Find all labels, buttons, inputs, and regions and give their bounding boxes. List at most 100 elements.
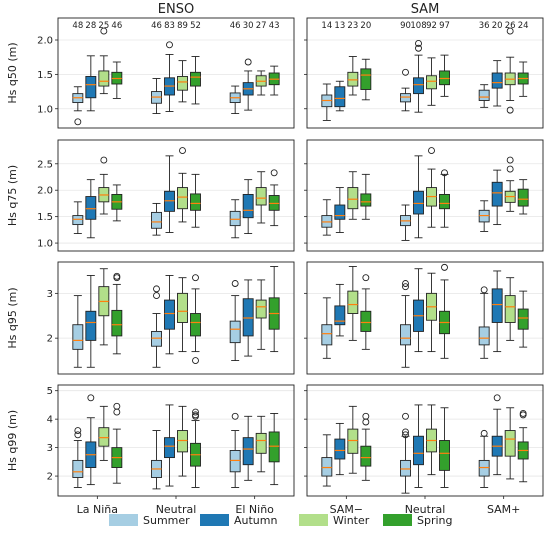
outlier-point xyxy=(74,118,82,126)
panels: Hs q50 (m)48 28 25 46 46 83 89 52 46 30 27 431.01.5… xyxy=(6,17,544,516)
y-tick-label: 3 xyxy=(47,443,53,454)
box-spring xyxy=(190,274,201,365)
box-body xyxy=(242,298,254,337)
box-body xyxy=(439,70,450,86)
box-body xyxy=(517,188,529,207)
box-spring xyxy=(439,407,450,488)
count-label: 30 xyxy=(243,21,254,31)
outlier-point xyxy=(113,402,121,410)
box-winter xyxy=(504,156,516,212)
box-summer xyxy=(321,199,333,236)
panel-title-sam: SAM xyxy=(411,2,440,17)
outlier-point xyxy=(231,280,239,287)
legend-swatch xyxy=(200,514,229,526)
y-tick-label: 2.0 xyxy=(37,186,53,197)
box-body xyxy=(400,459,411,477)
box-autumn xyxy=(413,39,424,113)
box-summer xyxy=(72,86,84,126)
legend-label: Autumn xyxy=(234,514,277,527)
outlier-point xyxy=(480,429,488,437)
outlier-point xyxy=(166,41,173,49)
box-summer xyxy=(151,430,162,490)
box-spring xyxy=(111,61,123,99)
box-body xyxy=(334,204,346,220)
panel-title-enso: ENSO xyxy=(158,2,194,17)
legend-item-spring: Spring xyxy=(383,514,453,527)
box-winter xyxy=(255,171,267,224)
box-body xyxy=(255,299,267,319)
box-body xyxy=(177,75,188,91)
box-winter xyxy=(504,407,516,480)
box-spring xyxy=(190,56,201,105)
box-body xyxy=(478,89,490,101)
outlier-point xyxy=(428,147,435,155)
box-body xyxy=(190,193,201,211)
box-winter xyxy=(255,279,267,350)
box-body xyxy=(491,288,503,323)
count-label: 23 xyxy=(347,21,358,31)
count-label: 46 xyxy=(151,21,162,31)
box-winter xyxy=(98,268,110,346)
box-winter xyxy=(177,277,188,353)
panel-sam-row-1: 14 13 23 20 90 108 92 97 36 20 26 24 xyxy=(304,17,544,129)
box-spring xyxy=(360,173,372,220)
outlier-point xyxy=(519,410,527,417)
box-body xyxy=(413,435,424,466)
box-autumn xyxy=(491,270,503,353)
box-summer xyxy=(321,83,333,121)
box-summer xyxy=(400,204,411,241)
outlier-point xyxy=(153,285,160,293)
count-label: 28 xyxy=(85,21,96,31)
box-summer xyxy=(478,200,490,232)
panel-titles: ENSO SAM xyxy=(158,2,440,17)
box-body xyxy=(360,445,372,467)
box-autumn xyxy=(164,155,175,233)
box-body xyxy=(504,430,516,457)
outlier-point xyxy=(362,412,370,420)
box-body xyxy=(242,437,254,466)
box-summer xyxy=(151,285,162,368)
outlier-point xyxy=(74,427,82,434)
count-label: 89 xyxy=(177,21,188,31)
outlier-point xyxy=(113,408,121,416)
box-body xyxy=(517,308,529,330)
outlier-point xyxy=(270,169,278,177)
box-summer xyxy=(151,202,162,236)
box-summer xyxy=(400,280,411,368)
box-body xyxy=(85,310,97,341)
panel-enso-row-4: La Niña Neutral El Niño 2 3 4 5 xyxy=(47,384,295,516)
y-tick-label: 4 xyxy=(47,415,53,426)
box-winter xyxy=(255,70,267,96)
x-tick-label: SAM− xyxy=(330,503,363,516)
count-label: 52 xyxy=(190,21,201,31)
box-winter xyxy=(347,405,359,474)
box-body xyxy=(321,324,333,346)
box-autumn xyxy=(242,58,254,111)
outlier-point xyxy=(480,286,488,294)
outlier-point xyxy=(244,58,252,66)
count-label: 92 xyxy=(426,21,437,31)
box-body xyxy=(360,310,372,332)
box-summer xyxy=(72,201,84,235)
box-body xyxy=(229,210,241,227)
panel-frame xyxy=(57,261,295,375)
outlier-point xyxy=(506,106,514,114)
box-spring xyxy=(268,65,280,96)
box-body xyxy=(426,75,437,90)
outlier-point xyxy=(506,165,514,173)
outlier-point xyxy=(192,274,199,282)
outlier-point xyxy=(74,431,82,439)
box-body xyxy=(98,427,110,447)
box-autumn xyxy=(334,422,346,476)
box-body xyxy=(229,450,241,473)
panel-sam-row-2 xyxy=(304,139,544,252)
box-winter xyxy=(98,405,110,461)
x-tick-label: Neutral xyxy=(405,503,446,516)
box-body xyxy=(347,428,359,454)
outlier-point xyxy=(87,394,95,402)
box-body xyxy=(491,181,503,207)
box-winter xyxy=(426,57,437,106)
outlier-point xyxy=(402,283,409,291)
panel-frame xyxy=(57,139,295,252)
box-autumn xyxy=(242,279,254,357)
